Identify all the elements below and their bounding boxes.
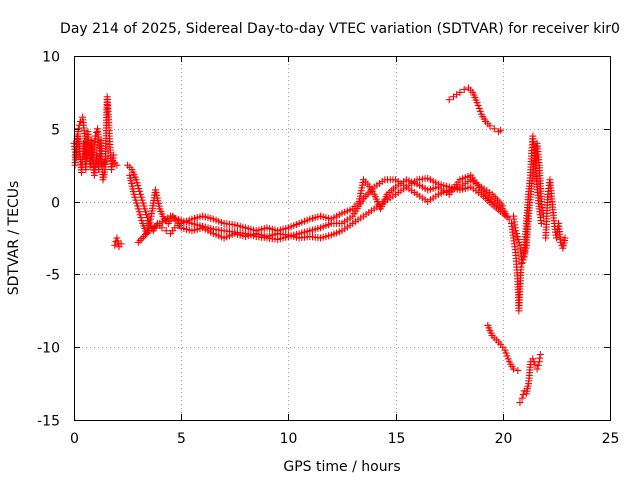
data-point <box>486 122 494 130</box>
data-point <box>514 235 522 243</box>
data-point <box>536 350 544 358</box>
data-point <box>132 196 140 204</box>
data-point <box>137 193 145 201</box>
data-point <box>158 224 166 232</box>
data-point <box>474 102 482 110</box>
data-point <box>533 365 541 373</box>
data-point <box>561 234 569 242</box>
data-point <box>137 214 145 222</box>
grid <box>74 56 610 420</box>
data-point <box>146 215 154 223</box>
y-tick-label: 0 <box>51 196 60 212</box>
data-point <box>473 99 481 107</box>
y-tick-label: -10 <box>37 341 60 357</box>
data-point <box>503 352 511 360</box>
data-point <box>514 366 522 374</box>
data-point <box>132 176 140 184</box>
data-point <box>515 238 523 246</box>
data-point <box>136 187 144 195</box>
x-tick-label: 20 <box>495 431 513 447</box>
data-point <box>456 88 464 96</box>
data-point <box>135 184 143 192</box>
data-point <box>460 85 468 93</box>
data-point <box>110 151 118 159</box>
y-tick-label: -15 <box>37 414 60 430</box>
data-point <box>142 208 150 216</box>
data-point <box>518 259 526 267</box>
axis-ticks <box>74 56 611 421</box>
data-point <box>162 227 170 235</box>
data-point <box>504 355 512 363</box>
data-point <box>133 202 141 210</box>
data-point <box>142 211 150 219</box>
chart-title: Day 214 of 2025, Sidereal Day-to-day VTE… <box>60 21 620 37</box>
data-point <box>510 365 518 373</box>
data-point <box>136 190 144 198</box>
data-point <box>516 399 524 407</box>
data-point <box>135 208 143 216</box>
data-point <box>133 199 141 207</box>
data-point <box>113 161 121 169</box>
data-point <box>131 193 139 201</box>
data-point <box>499 202 507 210</box>
data-point <box>113 234 121 242</box>
data-point <box>501 346 509 354</box>
data-point <box>117 240 125 248</box>
x-tick-label: 0 <box>70 431 79 447</box>
data-point <box>512 227 520 235</box>
data-point <box>502 349 510 357</box>
data-point <box>74 125 82 133</box>
data-point <box>531 361 539 369</box>
x-tick-labels: 0 5 10 15 20 25 <box>70 431 619 447</box>
y-tick-labels: -15 -10 -5 0 5 10 <box>37 50 60 430</box>
data-point <box>513 230 521 238</box>
data-point <box>138 196 146 204</box>
data-point <box>140 202 148 210</box>
data-point <box>529 355 537 363</box>
data-point <box>475 104 483 112</box>
data-point <box>143 214 151 222</box>
data-point <box>519 391 527 399</box>
x-tick-label: 10 <box>280 431 298 447</box>
data-point <box>476 107 484 115</box>
data-points <box>70 84 569 407</box>
data-point <box>537 219 545 227</box>
data-point <box>138 217 146 225</box>
y-axis-label: SDTVAR / TECUs <box>6 181 22 296</box>
data-point <box>114 237 122 245</box>
data-point <box>518 394 526 402</box>
x-tick-label: 15 <box>388 431 406 447</box>
data-point <box>111 241 119 249</box>
plot-frame <box>74 56 611 421</box>
y-tick-label: -5 <box>46 268 60 284</box>
data-point <box>144 224 152 232</box>
data-point <box>146 218 154 226</box>
data-point <box>141 205 149 213</box>
data-point <box>513 233 521 241</box>
y-tick-label: 10 <box>42 50 60 66</box>
data-point <box>497 126 505 134</box>
data-point <box>490 125 498 133</box>
x-axis-label: GPS time / hours <box>283 459 400 475</box>
x-tick-label: 25 <box>602 431 620 447</box>
y-tick-label: 5 <box>51 123 60 139</box>
data-point <box>519 256 527 264</box>
x-tick-label: 5 <box>177 431 186 447</box>
data-point <box>134 205 142 213</box>
data-point <box>130 190 138 198</box>
data-point <box>133 179 141 187</box>
data-point <box>136 211 144 219</box>
data-point <box>534 361 542 369</box>
data-point <box>134 182 142 190</box>
data-point <box>139 199 147 207</box>
data-point <box>445 96 453 104</box>
